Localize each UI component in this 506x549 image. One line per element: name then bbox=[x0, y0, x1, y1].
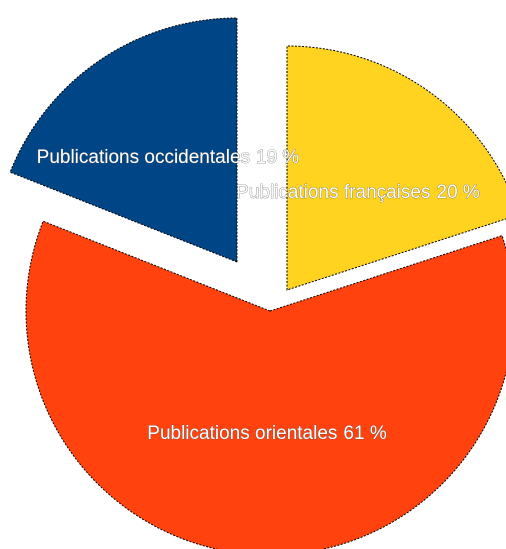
pie-slice bbox=[286, 45, 506, 291]
slice-label-value: 20 % bbox=[437, 182, 480, 203]
slice-label-name: Publications orientales bbox=[147, 423, 337, 444]
pie-slice bbox=[9, 17, 238, 263]
pie-slice bbox=[25, 220, 506, 549]
slice-label-value: 61 % bbox=[343, 423, 386, 444]
slice-label: Publications françaises 20 % bbox=[236, 182, 480, 203]
slice-label-name: Publications occidentales bbox=[37, 147, 250, 168]
slice-label-name: Publications françaises bbox=[236, 182, 430, 203]
slice-label: Publications occidentales 19 % bbox=[37, 147, 300, 168]
slice-label: Publications orientales 61 % bbox=[147, 423, 387, 444]
slice-label-value: 19 % bbox=[256, 147, 299, 168]
